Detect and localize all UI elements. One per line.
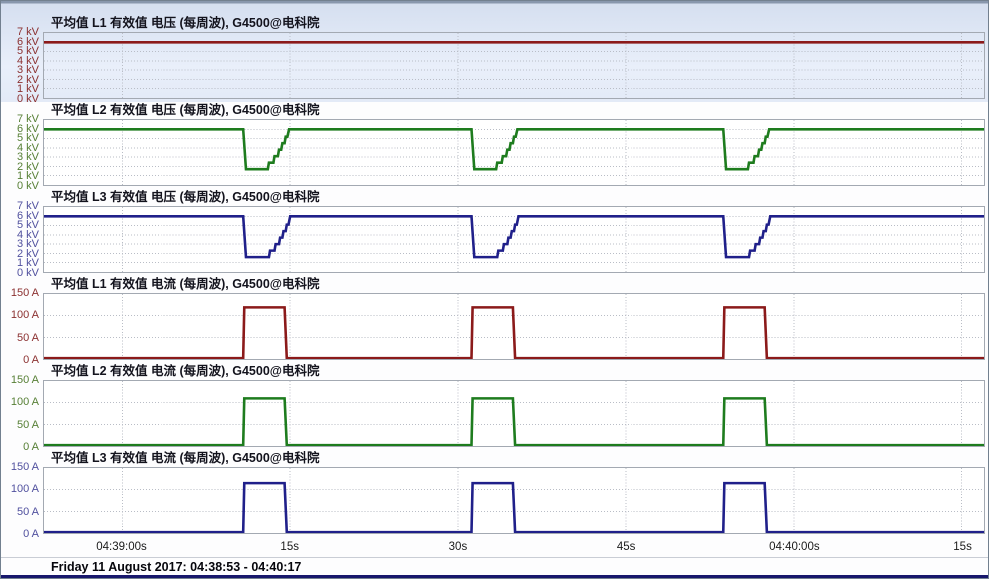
y-axis-label: 100 A: [10, 396, 39, 409]
y-axis-label: 5 kV: [16, 219, 39, 232]
chart-row: 平均值 L1 有效值 电流 (每周波), G4500@电科院 150 A 100 A…: [1, 273, 988, 366]
y-axis-label: 50 A: [16, 331, 39, 344]
y-axis-label: 6 kV: [16, 122, 39, 135]
y-axis-label: 0 A: [23, 354, 39, 366]
y-axis-label: 100 A: [10, 483, 39, 496]
y-axis-label: 4 kV: [16, 141, 39, 154]
y-axis-label: 3 kV: [16, 64, 39, 77]
y-axis-label: 3 kV: [16, 238, 39, 251]
y-axis-label: 150 A: [10, 461, 39, 473]
chart-title: 平均值 L1 有效值 电流 (每周波), G4500@电科院: [51, 277, 320, 291]
plot-area[interactable]: [43, 32, 985, 99]
window-bottom-edge: [1, 575, 988, 578]
chart-row: 平均值 L3 有效值 电压 (每周波), G4500@电科院 7 kV 6 kV 5 …: [1, 186, 988, 279]
y-axis-label: 1 kV: [16, 257, 39, 270]
y-axis-label: 100 A: [10, 309, 39, 322]
waveform-trace: [44, 215, 984, 259]
waveform-trace: [44, 128, 984, 171]
y-axis-label: 5 kV: [16, 45, 39, 58]
chart-row: 平均值 L2 有效值 电流 (每周波), G4500@电科院 150 A 100 A…: [1, 360, 988, 453]
y-axis-label: 7 kV: [16, 26, 39, 38]
y-axis-label: 5 kV: [16, 132, 39, 145]
y-axis-label: 7 kV: [16, 113, 39, 125]
waveform-trace: [44, 306, 984, 359]
plot-area[interactable]: [43, 380, 985, 447]
y-axis-label: 4 kV: [16, 228, 39, 241]
y-axis-label: 4 kV: [16, 54, 39, 67]
x-axis-tick-label: 15s: [280, 541, 299, 553]
chart-title: 平均值 L3 有效值 电压 (每周波), G4500@电科院: [51, 190, 320, 204]
x-axis-tick-label: 04:40:00s: [769, 541, 820, 553]
x-axis-tick-label: 30s: [448, 541, 468, 553]
y-axis-label: 0 A: [23, 528, 39, 540]
x-axis-tick-label: 04:39:00s: [96, 541, 147, 553]
plot-area[interactable]: [43, 467, 985, 534]
y-axis-label: 0 kV: [16, 93, 39, 105]
chart-title: 平均值 L1 有效值 电压 (每周波), G4500@电科院: [51, 16, 320, 30]
y-axis-label: 6 kV: [16, 35, 39, 48]
plot-area[interactable]: [43, 119, 985, 186]
y-axis-label: 2 kV: [16, 160, 39, 173]
selected-channel-highlight: [1, 1, 988, 102]
x-axis-tick-label: 45s: [616, 541, 636, 553]
y-axis-label: 0 kV: [16, 267, 39, 279]
time-range-statusbar: Friday 11 August 2017: 04:38:53 - 04:40:…: [51, 560, 302, 574]
chart-title: 平均值 L2 有效值 电压 (每周波), G4500@电科院: [51, 103, 320, 117]
y-axis-label: 6 kV: [16, 209, 39, 222]
chart-title: 平均值 L2 有效值 电流 (每周波), G4500@电科院: [51, 364, 320, 378]
x-axis-tick-label: 15s: [953, 541, 972, 553]
y-axis-label: 1 kV: [16, 83, 39, 96]
chart-row: 平均值 L3 有效值 电流 (每周波), G4500@电科院 150 A 100 A…: [1, 447, 988, 540]
statusbar-divider: [1, 557, 988, 558]
plot-area[interactable]: [43, 206, 985, 273]
y-axis-label: 150 A: [10, 287, 39, 299]
y-axis-label: 50 A: [16, 418, 39, 431]
chart-title: 平均值 L3 有效值 电流 (每周波), G4500@电科院: [51, 451, 320, 465]
y-axis-label: 7 kV: [16, 200, 39, 212]
chart-row: 平均值 L1 有效值 电压 (每周波), G4500@电科院 7 kV 6 kV 5 …: [1, 12, 988, 105]
y-axis-label: 150 A: [10, 374, 39, 386]
waveform-trace: [44, 397, 984, 446]
chart-row: 平均值 L2 有效值 电压 (每周波), G4500@电科院 7 kV 6 kV 5 …: [1, 99, 988, 192]
y-axis-label: 3 kV: [16, 151, 39, 164]
y-axis-label: 2 kV: [16, 73, 39, 86]
plot-area[interactable]: [43, 293, 985, 360]
waveform-trace: [44, 481, 984, 533]
y-axis-label: 50 A: [16, 505, 39, 518]
y-axis-label: 0 kV: [16, 180, 39, 192]
y-axis-label: 2 kV: [16, 247, 39, 260]
time-axis: 04:39:00s 15s 30s 45s 04:40:00s 15s: [1, 539, 988, 555]
y-axis-label: 1 kV: [16, 170, 39, 183]
y-axis-label: 0 A: [23, 441, 39, 453]
